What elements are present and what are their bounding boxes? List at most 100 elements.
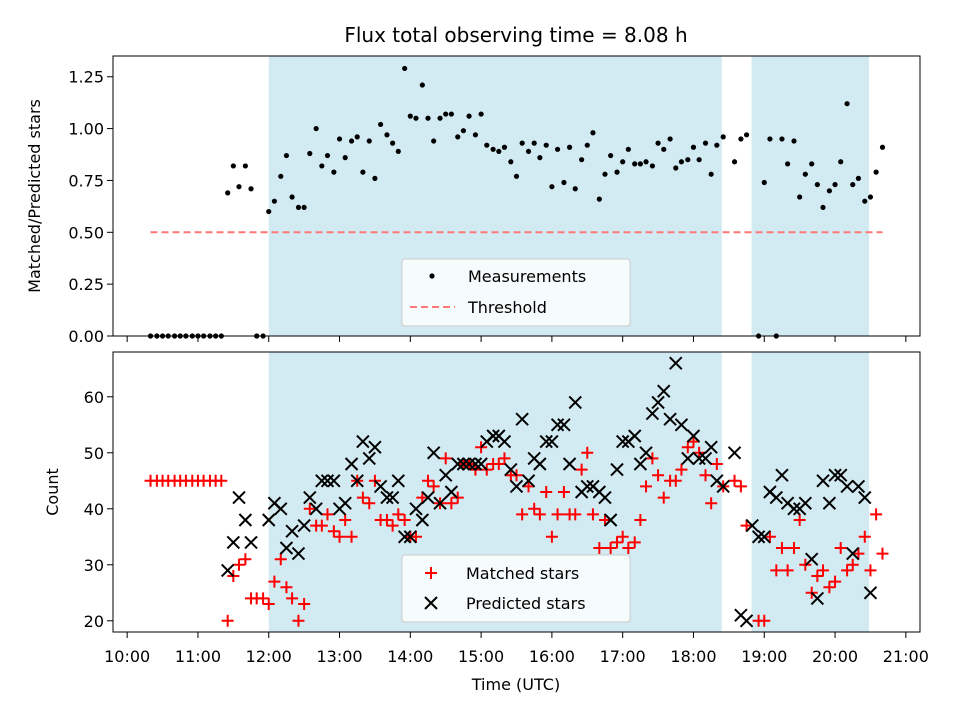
- predicted-star-point: [557, 418, 571, 432]
- predicted-star-point: [426, 446, 441, 460]
- predicted-star-point: [232, 490, 246, 505]
- predicted-star-point: [515, 412, 529, 426]
- predicted-star-point: [350, 474, 364, 488]
- measurement-point: [419, 82, 425, 88]
- matched-star-point: [298, 598, 311, 610]
- predicted-star-point: [834, 468, 848, 482]
- predicted-star-point: [704, 440, 718, 454]
- predicted-star-point: [603, 513, 618, 527]
- matched-star-point: [652, 469, 665, 482]
- predicted-star-point: [598, 490, 612, 505]
- matched-star-point: [586, 508, 599, 521]
- measurement-point: [625, 146, 631, 152]
- predicted-star-point: [415, 513, 430, 527]
- predicted-star-point: [545, 434, 559, 449]
- measurement-point: [402, 65, 408, 72]
- predicted-star-point: [456, 457, 471, 471]
- matched-star-point: [616, 530, 629, 543]
- measurement-point: [537, 155, 543, 161]
- counts-legend: Matched stars Predicted stars: [401, 554, 631, 623]
- matched-star-point: [852, 547, 865, 560]
- measurement-point: [531, 140, 537, 146]
- predicted-star-point: [580, 479, 594, 494]
- matched-legend-label: Matched stars: [466, 564, 579, 583]
- measurement-point: [826, 188, 832, 194]
- measurement-point: [301, 204, 307, 211]
- predicted-star-point: [409, 502, 423, 516]
- measurement-point: [614, 169, 620, 175]
- predicted-star-point: [798, 496, 813, 510]
- measurement-point: [496, 148, 502, 155]
- matched-star-point: [540, 486, 553, 498]
- measurement-point: [820, 204, 826, 211]
- measurement-point: [478, 111, 484, 117]
- predicted-star-point: [403, 530, 418, 544]
- predicted-star-point: [421, 490, 435, 505]
- predicted-star-point: [757, 530, 771, 544]
- x-tick-label: 15:00: [458, 647, 504, 666]
- predicted-star-point: [739, 614, 754, 628]
- measurement-point: [413, 115, 419, 121]
- predicted-star-point: [433, 496, 447, 510]
- measurement-point: [673, 165, 679, 171]
- matched-star-point: [516, 508, 529, 521]
- measurement-point: [283, 152, 290, 159]
- matched-star-point: [445, 497, 458, 510]
- matched-star-point: [257, 592, 270, 605]
- counts-panel: 20 30 40 50 60 10:00 11:00 12:00 13:00 14:00 15:0…: [43, 352, 929, 694]
- measurement-point: [248, 186, 254, 192]
- measurement-point: [289, 194, 295, 200]
- predicted-star-point: [362, 451, 376, 466]
- measurement-point: [561, 179, 567, 186]
- matched-star-point: [841, 564, 854, 577]
- measurement-point: [455, 134, 461, 140]
- matched-star-point: [522, 480, 535, 493]
- matched-star-point: [303, 502, 316, 515]
- matched-star-point: [705, 497, 718, 510]
- y-tick-label: 30: [84, 556, 104, 575]
- matched-star-point: [492, 458, 505, 470]
- matched-star-point: [675, 463, 688, 476]
- measurement-point: [566, 144, 573, 150]
- predicted-star-point: [751, 530, 766, 544]
- x-tick-label: 21:00: [883, 647, 929, 666]
- measurement-point: [632, 161, 638, 167]
- predicted-star-point: [291, 546, 306, 561]
- matched-star-point: [634, 514, 647, 526]
- matched-star-point: [622, 542, 635, 554]
- measurement-point: [720, 134, 726, 140]
- predicted-star-point: [297, 518, 311, 533]
- predicted-star-point: [380, 490, 394, 505]
- matched-star-point: [699, 469, 712, 482]
- matched-star-point: [262, 598, 275, 610]
- predicted-star-point: [444, 485, 459, 499]
- measurements-legend-label: Measurements: [468, 267, 586, 286]
- matched-star-point: [233, 558, 246, 571]
- matched-legend-marker: [425, 567, 437, 579]
- measurement-point: [319, 163, 325, 169]
- predicted-star-point: [745, 518, 759, 533]
- measurement-point: [867, 194, 874, 200]
- measurement-point: [620, 159, 626, 165]
- matched-star-point: [575, 463, 588, 476]
- measurement-point: [490, 146, 496, 152]
- y-tick-label: 20: [84, 612, 104, 631]
- matched-star-point: [834, 542, 847, 554]
- predicted-star-point: [315, 474, 329, 488]
- measurement-point: [271, 198, 277, 204]
- measurement-point: [519, 140, 525, 146]
- measurement-point: [377, 121, 384, 128]
- threshold-legend-label: Threshold: [467, 298, 547, 317]
- predicted-star-point: [828, 468, 842, 482]
- predicted-star-point: [775, 468, 789, 482]
- y-tick-label: 50: [84, 444, 104, 463]
- predicted-star-point: [391, 474, 405, 488]
- predicted-legend-marker: [424, 596, 438, 610]
- predicted-star-point: [651, 395, 665, 410]
- matched-star-point: [221, 614, 234, 627]
- observing-window-shading: [268, 56, 870, 336]
- predicted-star-point: [356, 434, 370, 449]
- predicted-star-point: [727, 446, 742, 460]
- predicted-star-point: [338, 496, 352, 510]
- measurement-point: [437, 115, 443, 121]
